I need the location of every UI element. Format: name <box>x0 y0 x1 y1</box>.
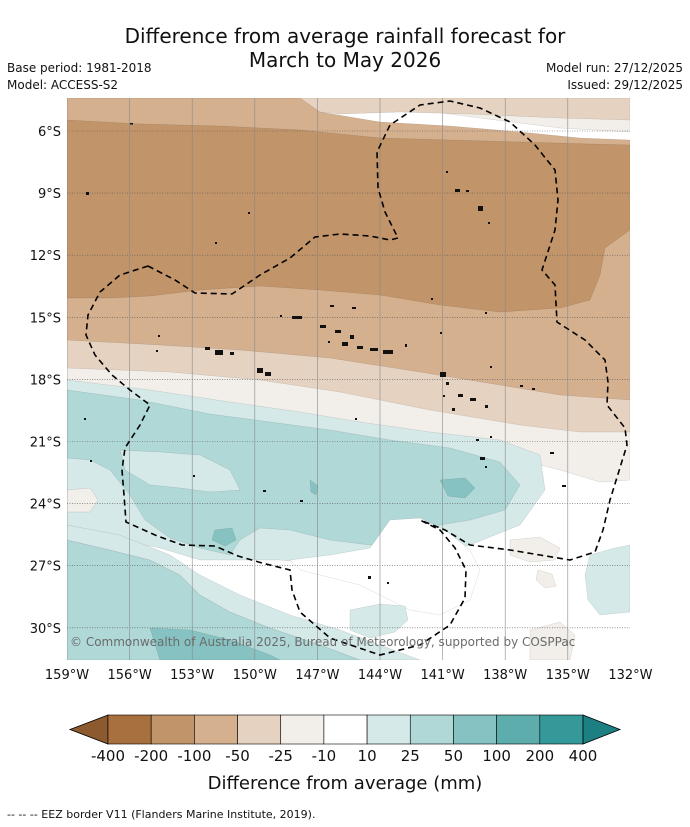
contour-pos50-southwest <box>149 627 281 660</box>
colorbar-swatch <box>107 714 152 745</box>
contour-neg25-patch-2 <box>535 569 557 589</box>
colorbar-swatch <box>150 714 195 745</box>
title-line-2: March to May 2026 <box>248 48 442 72</box>
colorbar-tick-label: 200 <box>525 747 554 765</box>
colorbar-tick-label: -25 <box>268 747 293 765</box>
contour-pos50-blob-3 <box>309 479 319 496</box>
colorbar-tick-label: -200 <box>134 747 168 765</box>
colorbar-swatch <box>496 714 541 745</box>
chart-title: Difference from average rainfall forecas… <box>0 24 690 72</box>
lon-label: 147°W <box>295 668 339 683</box>
lat-label: 27°S <box>30 560 61 575</box>
colorbar-label: Difference from average (mm) <box>208 773 483 794</box>
lat-label: 18°S <box>30 373 61 388</box>
contour-neg200-band <box>67 119 630 313</box>
lat-label: 15°S <box>30 311 61 326</box>
map-area: © Commonwealth of Australia 2025, Bureau… <box>67 98 630 660</box>
lat-label: 6°S <box>38 125 61 140</box>
colorbar-tick-label: 25 <box>401 747 420 765</box>
lon-label: 159°W <box>45 668 89 683</box>
colorbar: -400 -200 -100 -50 -25 -10 10 25 50 100 200 400 <box>68 714 622 765</box>
contour-neg25-patch-4 <box>67 487 99 513</box>
longitude-labels: 159°W 156°W 153°W 150°W 147°W 144°W 141°W 138°W… <box>45 668 653 683</box>
colorbar-tick-label: 50 <box>444 747 463 765</box>
lon-label: 153°W <box>170 668 214 683</box>
lon-label: 141°W <box>421 668 465 683</box>
colorbar-swatch <box>539 714 584 745</box>
lat-label: 9°S <box>38 187 61 202</box>
contour-neg25-patch-3 <box>529 621 576 660</box>
meta-left: Base period: 1981-2018 Model: ACCESS-S2 <box>7 60 152 94</box>
lat-label: 24°S <box>30 498 61 513</box>
contour-pos10-hole <box>119 449 241 493</box>
colorbar-extend-high <box>582 714 622 745</box>
colorbar-swatch <box>280 714 325 745</box>
colorbar-tick-label: -10 <box>312 747 337 765</box>
base-period: Base period: 1981-2018 <box>7 61 152 75</box>
latitude-labels: 6°S 9°S 12°S 15°S 18°S 21°S 24°S 27°S 30°S <box>30 125 61 637</box>
contour-pos50-blob-2 <box>211 527 237 547</box>
colorbar-tick-label: -100 <box>177 747 211 765</box>
lat-label: 12°S <box>30 249 61 264</box>
model-run: Model run: 27/12/2025 <box>545 61 683 75</box>
title-line-1: Difference from average rainfall forecas… <box>124 24 566 48</box>
lon-label: 135°W <box>546 668 590 683</box>
meta-right: Model run: 27/12/2025 Issued: 29/12/2025 <box>546 60 683 94</box>
colorbar-swatch <box>237 714 282 745</box>
colorbar-tick-label: 10 <box>358 747 377 765</box>
contour-pos10-southwest <box>67 524 421 660</box>
contour-pos10-east <box>584 544 630 616</box>
lon-label: 156°W <box>108 668 152 683</box>
contour-pos50-blob-1 <box>439 477 476 499</box>
colorbar-tick-label: 400 <box>569 747 598 765</box>
lat-label: 30°S <box>30 622 61 637</box>
lon-label: 144°W <box>358 668 402 683</box>
model-name: Model: ACCESS-S2 <box>7 78 119 92</box>
eez-border-north <box>147 100 628 561</box>
lon-label: 150°W <box>233 668 277 683</box>
colorbar-swatch <box>409 714 454 745</box>
contour-pos10-small-south <box>349 603 409 639</box>
eez-footnote: -- -- -- EEZ border V11 (Flanders Marine… <box>7 808 316 821</box>
colorbar-swatch <box>453 714 497 745</box>
colorbar-swatch <box>194 714 238 745</box>
colorbar-swatch <box>366 714 411 745</box>
eez-border-cook-islands <box>85 265 467 656</box>
gridlines <box>67 98 630 660</box>
copyright-text: © Commonwealth of Australia 2025, Bureau… <box>70 635 575 649</box>
colorbar-tick-label: 100 <box>482 747 511 765</box>
islands <box>84 123 566 584</box>
lat-label: 21°S <box>30 436 61 451</box>
lon-label: 132°W <box>608 668 652 683</box>
colorbar-extend-low <box>68 714 109 745</box>
issued-date: Issued: 29/12/2025 <box>567 78 683 92</box>
colorbar-tick-label: -50 <box>225 747 250 765</box>
colorbar-tick-label: -400 <box>91 747 125 765</box>
eez-borders <box>85 100 628 656</box>
rainfall-map: © Commonwealth of Australia 2025, Bureau… <box>30 98 653 794</box>
colorbar-swatch <box>323 714 368 745</box>
lon-label: 138°W <box>483 668 527 683</box>
